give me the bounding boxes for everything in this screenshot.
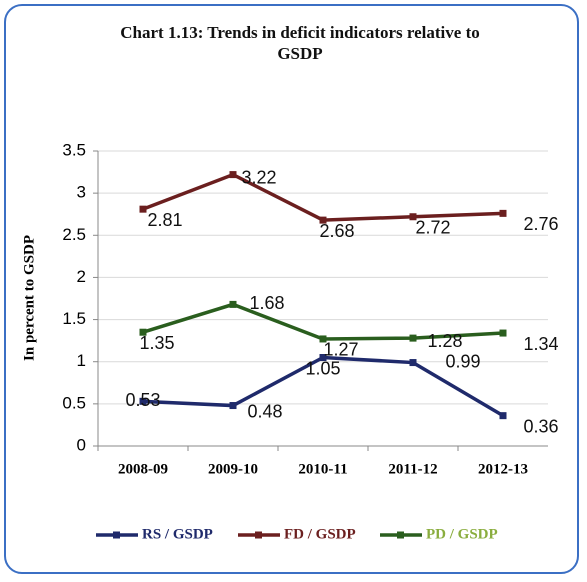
y-tick-label: 2.5 (62, 225, 86, 244)
data-label: 1.35 (139, 333, 174, 353)
data-label: 0.99 (445, 351, 480, 371)
marker (139, 397, 147, 405)
data-label: 2.76 (523, 214, 558, 234)
legend-marker (113, 531, 120, 539)
marker (229, 402, 237, 410)
y-tick-label: 3.5 (62, 140, 86, 159)
marker (319, 216, 327, 224)
marker (409, 213, 417, 221)
data-label: 0.53 (125, 390, 160, 410)
legend-label: PD / GSDP (426, 526, 498, 542)
marker (139, 328, 147, 336)
data-label: 1.28 (427, 331, 462, 351)
marker (319, 335, 327, 343)
data-label: 3.22 (241, 167, 276, 187)
marker (499, 209, 507, 217)
data-label: 0.36 (523, 416, 558, 436)
data-label: 1.34 (523, 334, 558, 354)
data-label: 1.68 (249, 293, 284, 313)
y-axis-label: In percent to GSDP (21, 235, 37, 361)
x-tick-label: 2010-11 (298, 461, 347, 477)
y-tick-label: 0.5 (62, 393, 86, 412)
legend-label: FD / GSDP (284, 526, 356, 542)
marker (409, 334, 417, 342)
marker (499, 329, 507, 337)
data-label: 2.68 (319, 221, 354, 241)
x-tick-label: 2008-09 (118, 461, 168, 477)
x-tick-label: 2011-12 (388, 461, 437, 477)
x-tick-label: 2009-10 (208, 461, 258, 477)
legend-marker (397, 531, 404, 539)
marker (229, 300, 237, 308)
marker (139, 205, 147, 213)
series-line (142, 172, 504, 222)
y-tick-label: 0 (77, 435, 86, 454)
data-label: 0.48 (247, 401, 282, 421)
marker (319, 354, 327, 361)
marker (499, 412, 507, 420)
x-tick-label: 2012-13 (478, 461, 528, 477)
frame (4, 4, 579, 574)
marker (229, 171, 237, 179)
data-label: 1.05 (305, 358, 340, 378)
y-tick-label: 3 (77, 183, 86, 202)
legend-label: RS / GSDP (142, 526, 213, 542)
y-tick-label: 2 (77, 267, 86, 286)
data-label: 2.72 (415, 217, 450, 237)
marker (409, 359, 417, 367)
legend-marker (255, 531, 262, 539)
data-label: 1.27 (323, 340, 358, 360)
chart-title: Chart 1.13: Trends in deficit indicators… (120, 23, 480, 63)
y-tick-label: 1.5 (62, 309, 86, 328)
y-tick-label: 1 (77, 351, 86, 370)
data-label: 2.81 (147, 210, 182, 230)
